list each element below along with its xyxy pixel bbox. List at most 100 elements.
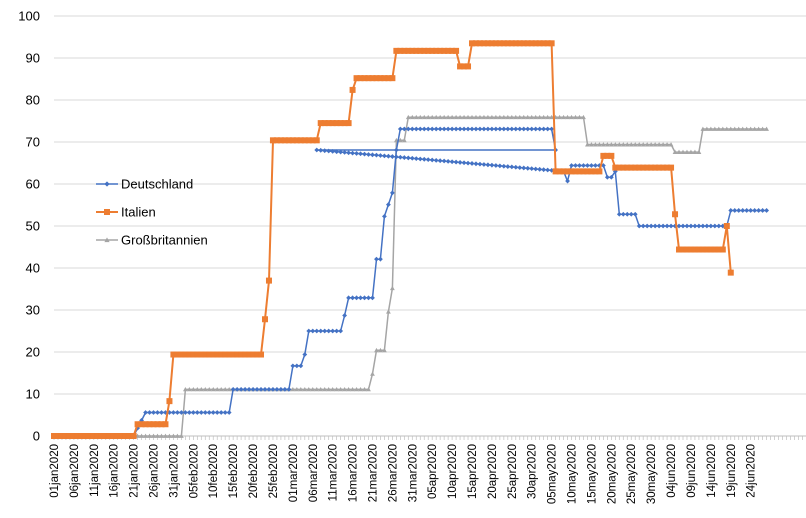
- x-tick-label: 21jan2020: [129, 444, 141, 498]
- data-point: [389, 190, 395, 196]
- data-point: [413, 114, 419, 120]
- data-point: [664, 164, 671, 171]
- data-point: [389, 285, 395, 291]
- data-point: [374, 152, 379, 158]
- data-point: [529, 114, 535, 120]
- data-point: [270, 386, 276, 392]
- data-point: [405, 114, 411, 120]
- data-point: [652, 164, 659, 171]
- data-point: [640, 223, 646, 229]
- data-point: [700, 126, 706, 131]
- data-point: [230, 386, 236, 392]
- data-point: [425, 47, 432, 54]
- data-point: [712, 126, 718, 131]
- data-point: [62, 433, 69, 439]
- x-tick-label: 30may2020: [646, 444, 658, 504]
- data-point: [226, 386, 232, 392]
- data-point: [417, 114, 423, 120]
- data-point: [162, 421, 169, 428]
- data-point: [589, 163, 594, 168]
- data-point: [457, 126, 463, 132]
- data-point: [110, 433, 117, 439]
- y-tick-label: 40: [26, 261, 40, 276]
- data-point: [537, 166, 543, 172]
- data-point: [246, 351, 253, 358]
- data-point: [652, 223, 658, 229]
- data-point: [274, 386, 280, 392]
- data-point: [334, 328, 340, 334]
- data-point: [345, 120, 352, 127]
- data-point: [545, 126, 551, 132]
- x-tick-label: 01mar2020: [288, 444, 300, 502]
- data-point: [234, 386, 240, 392]
- data-point: [688, 149, 694, 154]
- data-point: [477, 114, 483, 120]
- data-point: [704, 126, 710, 131]
- data-point: [334, 386, 340, 392]
- data-point: [51, 433, 57, 439]
- y-tick-label: 20: [26, 345, 40, 360]
- data-point: [545, 167, 551, 173]
- data-point: [250, 351, 257, 358]
- data-point: [540, 40, 547, 47]
- data-point: [330, 148, 336, 154]
- data-point: [238, 351, 245, 358]
- data-point: [557, 114, 562, 120]
- data-point: [481, 162, 487, 167]
- data-point: [461, 160, 467, 166]
- data-point: [592, 168, 599, 175]
- data-point: [198, 410, 204, 415]
- data-point: [572, 168, 579, 175]
- data-point: [612, 164, 619, 171]
- data-point: [636, 223, 642, 229]
- data-point: [429, 47, 436, 54]
- data-point: [139, 417, 144, 423]
- data-point: [517, 165, 523, 170]
- data-point: [214, 410, 220, 415]
- data-point: [461, 126, 467, 132]
- data-point: [413, 156, 419, 162]
- data-point: [764, 208, 769, 213]
- data-point: [306, 386, 312, 392]
- data-point: [294, 386, 300, 392]
- data-point: [378, 153, 383, 158]
- data-point: [194, 351, 201, 358]
- data-point: [513, 126, 519, 132]
- data-point: [640, 142, 646, 147]
- x-tick-label: 25apr2020: [507, 444, 519, 499]
- data-point: [457, 63, 464, 70]
- data-point: [484, 40, 491, 47]
- data-point: [588, 168, 595, 175]
- data-point: [541, 167, 547, 173]
- data-point: [736, 126, 742, 131]
- data-point: [712, 223, 718, 229]
- x-tick-label: 16jan2020: [109, 444, 121, 498]
- data-point: [477, 126, 483, 132]
- data-point: [151, 433, 156, 438]
- data-point: [521, 114, 527, 120]
- data-point: [210, 386, 216, 392]
- data-point: [269, 137, 276, 144]
- data-point: [620, 211, 626, 217]
- data-point: [616, 142, 622, 147]
- data-point: [297, 137, 304, 144]
- data-point: [505, 114, 511, 120]
- data-point: [130, 433, 137, 439]
- data-point: [362, 295, 367, 301]
- data-point: [301, 137, 308, 144]
- data-point: [417, 47, 424, 54]
- data-point: [593, 142, 598, 147]
- data-point: [715, 246, 722, 253]
- y-tick-label: 0: [33, 429, 40, 444]
- data-point: [541, 114, 547, 120]
- data-point: [513, 114, 519, 120]
- data-point: [501, 126, 507, 132]
- data-point: [493, 163, 499, 168]
- data-point: [417, 126, 423, 132]
- data-point: [417, 156, 423, 162]
- data-point: [370, 295, 375, 301]
- data-point: [78, 433, 85, 439]
- data-point: [326, 328, 332, 334]
- data-point: [218, 351, 225, 358]
- data-point: [429, 157, 435, 163]
